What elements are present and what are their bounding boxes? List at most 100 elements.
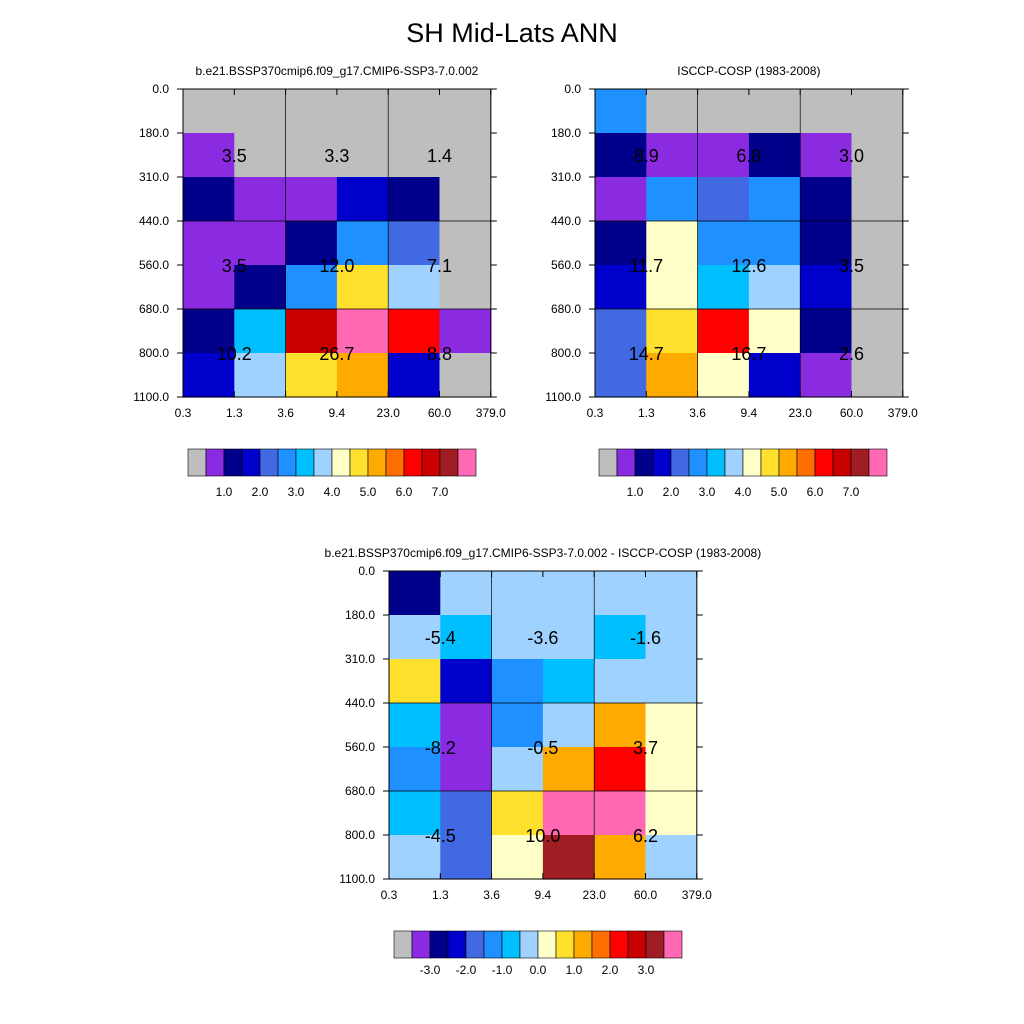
heatmap-cell	[594, 571, 647, 616]
heatmap-cell	[491, 747, 544, 792]
heatmap-panel-2: ISCCP-COSP (1983-2008) 0.3 1.3 3.6 9.4 23.0 60…	[545, 64, 918, 499]
colorbar-swatch	[778, 448, 798, 477]
heatmap-cell	[285, 353, 338, 398]
colorbar-swatch	[555, 930, 575, 959]
heatmap-cell	[491, 835, 544, 880]
heatmap-cell	[389, 791, 441, 836]
x-tick-label: 60.0	[840, 406, 864, 420]
heatmap-cell	[234, 133, 287, 178]
group-value-label: 16.7	[731, 344, 766, 364]
heatmap-cell	[440, 615, 493, 660]
group-value-label: 26.7	[319, 344, 354, 364]
y-tick-label: 800.0	[139, 346, 169, 360]
colorbar-label: 2.0	[252, 485, 269, 499]
colorbar-swatch	[814, 448, 834, 477]
colorbar-swatch	[645, 930, 665, 959]
colorbar: -3.0 -2.0 -1.0 0.0 1.0 2.0 3.0	[393, 930, 683, 977]
heatmap-cell	[183, 265, 235, 310]
heatmap-panel-3: b.e21.BSSP370cmip6.f09_g17.CMIP6-SSP3-7.…	[325, 546, 762, 977]
colorbar-swatch	[439, 448, 459, 477]
heatmap-cell	[234, 265, 287, 310]
heatmap-cell	[851, 133, 904, 178]
heatmap-cell	[542, 615, 595, 660]
heatmap-cell	[389, 615, 441, 660]
colorbar-swatch	[421, 448, 441, 477]
heatmap-cell	[389, 703, 441, 748]
y-tick-label: 1100.0	[339, 872, 375, 886]
colorbar: 1.0 2.0 3.0 4.0 5.0 6.0 7.0	[187, 448, 477, 499]
x-tick-label: 379.0	[476, 406, 506, 420]
group-value-label: -3.6	[527, 628, 558, 648]
x-tick-label: 3.6	[277, 406, 294, 420]
heatmap-cell	[440, 747, 493, 792]
x-tick-label: 1.3	[432, 888, 449, 902]
colorbar-swatch	[832, 448, 852, 477]
colorbar-swatch	[367, 448, 387, 477]
heatmap-cell	[542, 791, 595, 836]
colorbar-swatch	[742, 448, 762, 477]
heatmap-cell	[594, 835, 647, 880]
heatmap-cell	[851, 265, 904, 310]
group-value-label: 2.6	[839, 344, 864, 364]
heatmap-cell	[388, 89, 441, 134]
colorbar-swatch	[850, 448, 870, 477]
colorbar: 1.0 2.0 3.0 4.0 5.0 6.0 7.0	[598, 448, 888, 499]
heatmap-cell	[336, 353, 389, 398]
x-tick-label: 0.3	[381, 888, 398, 902]
colorbar-swatch	[483, 930, 503, 959]
colorbar-label: -3.0	[420, 963, 441, 977]
y-tick-label: 680.0	[551, 302, 581, 316]
colorbar-swatch	[313, 448, 333, 477]
heatmap-cell	[336, 89, 389, 134]
group-value-label: 1.4	[427, 146, 452, 166]
x-tick-label: 379.0	[888, 406, 918, 420]
colorbar-swatch	[501, 930, 521, 959]
colorbar-label: 4.0	[324, 485, 341, 499]
group-value-label: -1.6	[630, 628, 661, 648]
colorbar-swatch	[591, 930, 611, 959]
panel-title: ISCCP-COSP (1983-2008)	[677, 64, 820, 78]
heatmap-cell	[439, 133, 492, 178]
heatmap-cell	[388, 177, 441, 222]
x-tick-label: 9.4	[741, 406, 758, 420]
heatmap-cell	[645, 571, 698, 616]
x-tick-label: 379.0	[682, 888, 712, 902]
group-value-label: 3.5	[839, 256, 864, 276]
y-tick-label: 680.0	[139, 302, 169, 316]
panel-title: b.e21.BSSP370cmip6.f09_g17.CMIP6-SSP3-7.…	[195, 64, 478, 78]
colorbar-swatch	[403, 448, 423, 477]
colorbar-label: 5.0	[360, 485, 377, 499]
heatmap-cell	[851, 221, 904, 266]
heatmap-cell	[697, 133, 750, 178]
group-value-label: 6.2	[633, 826, 658, 846]
heatmap-cell	[646, 353, 699, 398]
heatmap-cell	[234, 309, 287, 354]
heatmap-cell	[234, 353, 287, 398]
group-value-label: 10.2	[217, 344, 252, 364]
colorbar-swatch	[688, 448, 708, 477]
group-value-label: 11.7	[629, 256, 663, 276]
heatmap-cell	[645, 659, 698, 704]
x-tick-label: 0.3	[175, 406, 192, 420]
y-tick-label: 440.0	[551, 214, 581, 228]
heatmap-cell	[389, 747, 441, 792]
colorbar-swatch	[663, 930, 683, 959]
y-tick-label: 560.0	[345, 740, 375, 754]
colorbar-swatch	[598, 448, 618, 477]
heatmap-cell	[697, 89, 750, 134]
x-tick-label: 3.6	[483, 888, 500, 902]
heatmap-cell	[183, 309, 235, 354]
group-value-label: 12.6	[731, 256, 766, 276]
colorbar-label: 6.0	[807, 485, 824, 499]
heatmap-cell	[389, 659, 441, 704]
heatmap-cell	[645, 615, 698, 660]
group-value-label: 3.3	[324, 146, 349, 166]
y-tick-label: 0.0	[564, 82, 581, 96]
heatmap-cell	[285, 177, 338, 222]
heatmap-panel-1: b.e21.BSSP370cmip6.f09_g17.CMIP6-SSP3-7.…	[133, 64, 506, 499]
colorbar-swatch	[634, 448, 654, 477]
colorbar-swatch	[241, 448, 261, 477]
heatmap-cell	[336, 177, 389, 222]
heatmap-cell	[800, 353, 853, 398]
